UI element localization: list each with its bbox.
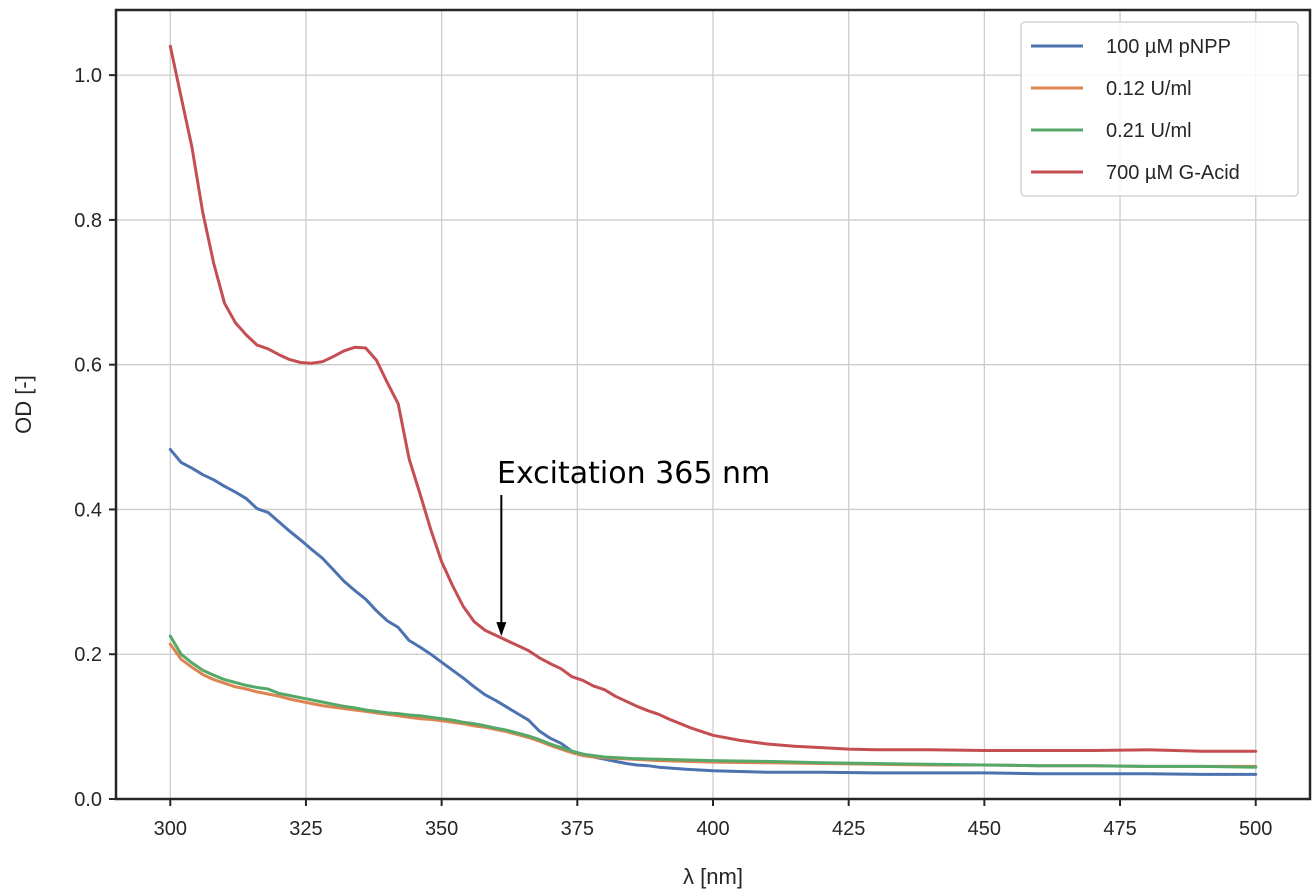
- y-axis-label: OD [-]: [11, 375, 36, 434]
- y-tick-label: 0.6: [74, 355, 102, 377]
- y-tick-label: 0.2: [74, 644, 102, 666]
- x-tick-label: 325: [289, 818, 322, 840]
- series-lines: [168, 44, 1258, 776]
- y-tick-label: 0.4: [74, 499, 102, 521]
- x-tick-label: 475: [1103, 818, 1136, 840]
- annotation-label: Excitation 365 nm: [497, 456, 770, 491]
- annotation-arrow-head: [496, 622, 507, 637]
- x-tick-label: 375: [561, 818, 594, 840]
- x-axis-label: λ [nm]: [683, 864, 743, 889]
- series-line-4: [168, 44, 1258, 753]
- annotation: Excitation 365 nm: [496, 456, 770, 637]
- x-tick-label: 500: [1239, 818, 1272, 840]
- legend-label: 700 µM G-Acid: [1106, 162, 1240, 184]
- series-line-3: [168, 634, 1258, 769]
- x-tick-label: 400: [696, 818, 729, 840]
- legend-label: 0.21 U/ml: [1106, 120, 1192, 142]
- legend-box: [1020, 21, 1299, 197]
- legend: 100 µM pNPP 0.12 U/ml 0.21 U/ml 700 µM G-Ac…: [1020, 21, 1299, 197]
- axis-ticks: 300 325 350 375 400 425 450 475 500 0.0 0.2 0.4 0.6 0…: [74, 65, 1272, 840]
- series-line-1: [168, 447, 1258, 776]
- legend-label: 0.12 U/ml: [1106, 78, 1192, 100]
- x-tick-label: 425: [832, 818, 865, 840]
- y-tick-label: 0.0: [74, 789, 102, 811]
- legend-label: 100 µM pNPP: [1106, 36, 1231, 58]
- x-tick-label: 450: [968, 818, 1001, 840]
- y-tick-label: 0.8: [74, 210, 102, 232]
- x-tick-label: 350: [425, 818, 458, 840]
- x-tick-label: 300: [154, 818, 187, 840]
- y-tick-label: 1.0: [74, 65, 102, 87]
